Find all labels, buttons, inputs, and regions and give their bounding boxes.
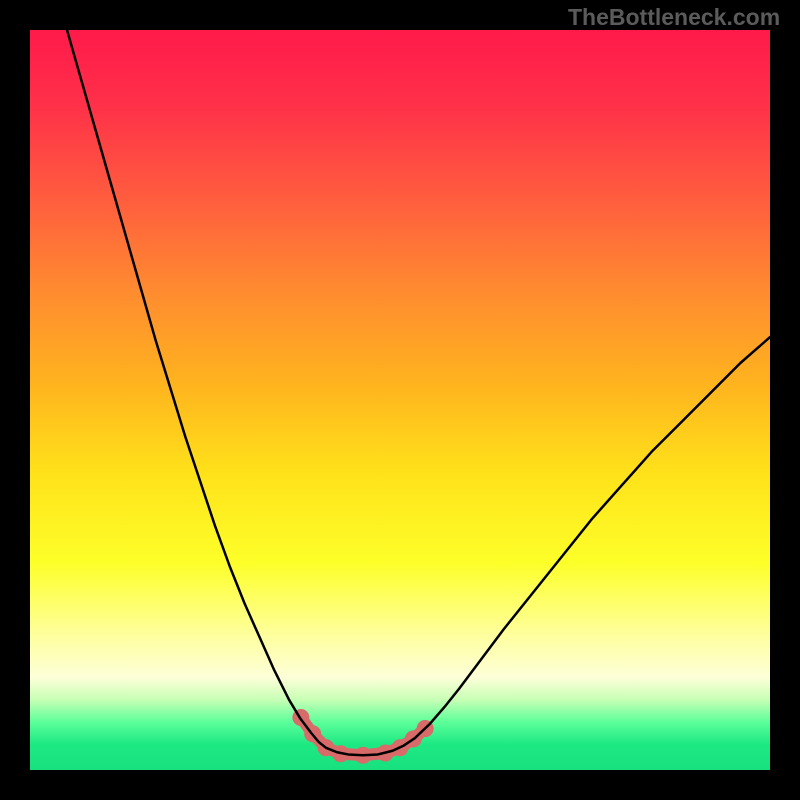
- chart-svg: [30, 30, 770, 770]
- chart-background: [30, 30, 770, 770]
- watermark-text: TheBottleneck.com: [568, 4, 780, 31]
